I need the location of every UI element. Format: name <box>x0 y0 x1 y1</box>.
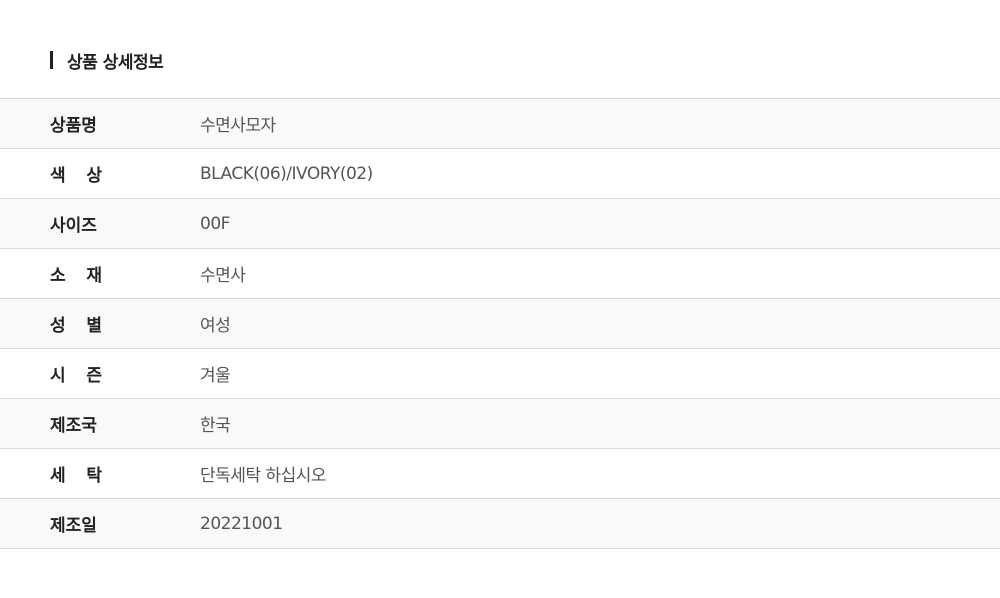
row-label: 세 탁 <box>50 466 102 486</box>
section-header: 상품 상세정보 <box>50 49 164 73</box>
row-label: 소 재 <box>50 266 102 286</box>
row-label: 상품명 <box>50 116 97 136</box>
table-row: 소 재 수면사 <box>0 248 1000 299</box>
title-bar-decoration <box>50 51 53 69</box>
row-label-cell: 제조일 <box>0 499 200 549</box>
table-row: 사이즈 00F <box>0 198 1000 249</box>
row-label: 성 별 <box>50 316 102 336</box>
table-row: 시 즌 겨울 <box>0 348 1000 399</box>
row-label-cell: 시 즌 <box>0 349 200 399</box>
row-value: 수면사모자 <box>200 116 276 136</box>
table-row: 성 별 여성 <box>0 298 1000 349</box>
section-title: 상품 상세정보 <box>67 52 164 73</box>
table-row: 색 상 BLACK(06)/IVORY(02) <box>0 148 1000 199</box>
row-label-cell: 세 탁 <box>0 449 200 499</box>
row-value: 20221001 <box>200 513 283 534</box>
row-value: 수면사 <box>200 266 246 286</box>
row-value: BLACK(06)/IVORY(02) <box>200 163 373 184</box>
row-label-cell: 사이즈 <box>0 199 200 249</box>
row-label: 제조국 <box>50 416 97 436</box>
row-label-cell: 성 별 <box>0 299 200 349</box>
row-value: 00F <box>200 213 230 234</box>
row-label-cell: 상품명 <box>0 99 200 149</box>
table-row: 세 탁 단독세탁 하십시오 <box>0 448 1000 499</box>
row-label: 제조일 <box>50 516 97 536</box>
table-row: 상품명 수면사모자 <box>0 98 1000 149</box>
table-row: 제조일 20221001 <box>0 498 1000 549</box>
row-label-cell: 색 상 <box>0 149 200 199</box>
row-label-cell: 소 재 <box>0 249 200 299</box>
row-value: 겨울 <box>200 366 231 386</box>
row-label: 색 상 <box>50 166 102 186</box>
row-value: 단독세탁 하십시오 <box>200 466 327 486</box>
row-label: 사이즈 <box>50 216 97 236</box>
row-label: 시 즌 <box>50 366 102 386</box>
row-label-cell: 제조국 <box>0 399 200 449</box>
table-row: 제조국 한국 <box>0 398 1000 449</box>
row-value: 여성 <box>200 316 231 336</box>
row-value: 한국 <box>200 416 231 436</box>
